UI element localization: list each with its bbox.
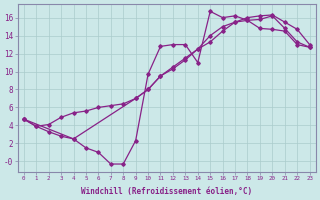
X-axis label: Windchill (Refroidissement éolien,°C): Windchill (Refroidissement éolien,°C) (81, 187, 252, 196)
